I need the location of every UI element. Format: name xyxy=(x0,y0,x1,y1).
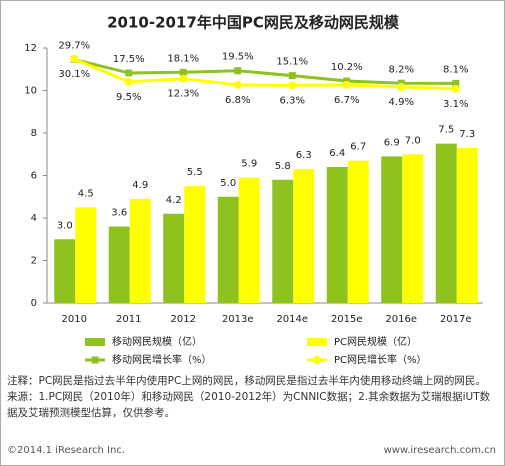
data-label: 4.2 xyxy=(166,195,182,206)
bar xyxy=(129,198,151,303)
line xyxy=(73,57,456,85)
legend-label: PC网民规模（亿） xyxy=(334,335,417,348)
legend-marker xyxy=(91,356,99,364)
data-label: 18.1% xyxy=(167,53,199,64)
legend-label: PC网民增长率（%） xyxy=(334,353,427,366)
data-label: 8.2% xyxy=(389,64,414,75)
x-tick-label: 2014e xyxy=(276,314,308,325)
data-label: 6.3% xyxy=(280,95,305,106)
bar xyxy=(75,207,97,303)
notes: 注释：PC网民是指过去半年内使用PC上网的网民，移动网民是指过去半年内使用移动终… xyxy=(7,373,497,421)
point xyxy=(288,72,296,80)
y-tick-label: 10 xyxy=(24,86,37,97)
x-tick-label: 2012 xyxy=(171,314,196,325)
bar xyxy=(402,154,424,303)
point xyxy=(179,74,188,83)
footer-left: ©2014.1 iResearch Inc. xyxy=(7,445,125,456)
data-label: 29.7% xyxy=(58,40,90,51)
data-label: 9.5% xyxy=(116,92,141,103)
bar xyxy=(54,239,76,303)
legend-label: 移动网民规模（亿） xyxy=(112,335,202,348)
y-tick-label: 8 xyxy=(31,128,37,139)
x-tick-label: 2017e xyxy=(440,314,472,325)
data-label: 6.3 xyxy=(296,150,312,161)
data-label: 5.5 xyxy=(187,167,203,178)
point xyxy=(288,81,297,90)
data-label: 6.9 xyxy=(384,137,400,148)
chart-title: 2010-2017年中国PC网民及移动网民规模 xyxy=(107,14,400,32)
y-tick-label: 12 xyxy=(24,43,37,54)
data-label: 3.0 xyxy=(57,220,73,231)
bar xyxy=(217,196,239,303)
y-tick-label: 4 xyxy=(31,213,37,224)
data-label: 8.1% xyxy=(443,64,468,75)
note: 来源：1.PC网民（2010年）和移动网民（2010-2012年）为CNNIC数… xyxy=(7,391,491,419)
bar xyxy=(326,167,348,303)
data-label: 7.0 xyxy=(405,135,421,146)
x-tick-label: 2016e xyxy=(385,314,417,325)
point xyxy=(125,69,133,77)
data-label: 5.8 xyxy=(275,161,291,172)
legend-marker xyxy=(313,356,321,364)
data-label: 19.5% xyxy=(222,52,254,63)
data-label: 3.1% xyxy=(443,99,468,110)
data-label: 4.5 xyxy=(78,188,94,199)
data-label: 7.3 xyxy=(459,129,475,140)
point xyxy=(452,79,460,87)
data-label: 6.8% xyxy=(225,95,250,106)
bar xyxy=(347,160,369,303)
data-label: 6.7 xyxy=(350,142,366,153)
point xyxy=(233,80,242,89)
legend-label: 移动网民增长率（%） xyxy=(112,353,212,366)
point xyxy=(451,84,460,93)
data-label: 30.1% xyxy=(58,69,90,80)
point xyxy=(397,82,406,91)
x-tick-label: 2015e xyxy=(331,314,363,325)
bar xyxy=(293,169,315,303)
data-label: 5.9 xyxy=(241,159,257,170)
line xyxy=(73,57,456,91)
x-tick-label: 2013e xyxy=(222,314,254,325)
data-label: 6.4 xyxy=(329,148,345,159)
data-label: 7.5 xyxy=(438,125,454,136)
data-label: 12.3% xyxy=(167,89,199,100)
data-label: 5.0 xyxy=(220,178,236,189)
x-tick-label: 2011 xyxy=(116,314,141,325)
bar xyxy=(238,177,260,303)
legend-swatch xyxy=(307,338,327,346)
bar xyxy=(163,213,185,303)
point xyxy=(124,77,133,86)
y-tick-label: 0 xyxy=(31,298,37,309)
bar xyxy=(184,186,206,303)
data-label: 4.9% xyxy=(389,97,414,108)
point xyxy=(234,67,242,75)
point xyxy=(70,54,79,63)
data-label: 17.5% xyxy=(113,54,145,65)
x-tick-label: 2010 xyxy=(62,314,87,325)
point xyxy=(342,80,351,89)
data-label: 15.1% xyxy=(276,57,308,68)
data-label: 10.2% xyxy=(331,62,363,73)
bar xyxy=(381,156,403,303)
footer-right: www.iresearch.com.cn xyxy=(383,445,496,456)
chart: 2010-2017年中国PC网民及移动网民规模 0 2 4 6 8 10 12 2010 201… xyxy=(24,14,483,366)
bar xyxy=(435,143,457,303)
bar xyxy=(456,147,478,303)
note: 注释：PC网民是指过去半年内使用PC上网的网民，移动网民是指过去半年内使用移动终… xyxy=(7,375,486,387)
y-tick-label: 6 xyxy=(31,171,37,182)
point xyxy=(179,68,187,76)
data-label: 4.9 xyxy=(132,180,148,191)
bar xyxy=(108,226,130,303)
data-label: 3.6 xyxy=(111,208,127,219)
data-label: 6.7% xyxy=(334,95,359,106)
y-tick-label: 2 xyxy=(31,256,37,267)
legend-swatch xyxy=(85,338,105,346)
bar xyxy=(272,179,294,303)
